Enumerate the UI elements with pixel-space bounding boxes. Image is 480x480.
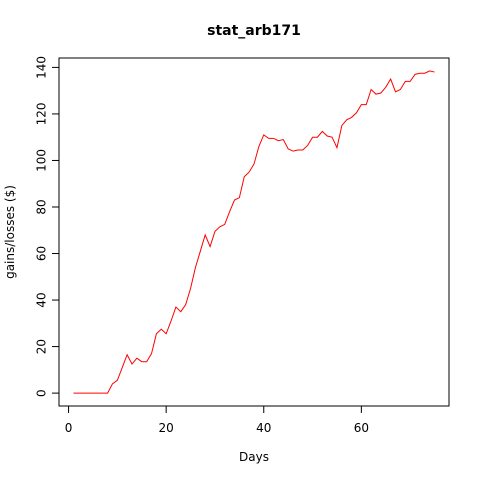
y-tick-label: 120 (35, 102, 49, 125)
y-tick-label: 0 (35, 389, 49, 397)
line (73, 70, 435, 394)
y-tick-label: 60 (35, 246, 49, 261)
x-tick-label: 0 (65, 421, 73, 435)
plot-box (58, 57, 450, 407)
chart-title: stat_arb171 (207, 23, 301, 39)
y-axis-label: gains/losses ($) (3, 185, 17, 279)
x-tick-label: 40 (256, 421, 271, 435)
y-tick-label: 80 (35, 199, 49, 214)
y-tick-label: 40 (35, 292, 49, 307)
x-tick-label: 20 (159, 421, 174, 435)
y-tick-label: 100 (35, 149, 49, 172)
x-tick-label: 60 (354, 421, 369, 435)
x-axis-label: Days (239, 450, 269, 464)
y-tick-label: 140 (35, 56, 49, 79)
y-tick-label: 20 (35, 339, 49, 354)
